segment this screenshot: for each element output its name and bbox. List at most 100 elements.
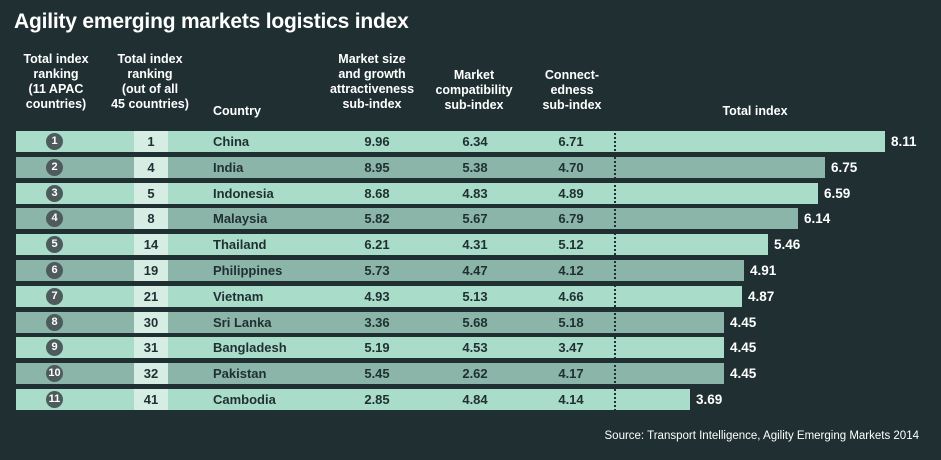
global-rank-box: [134, 337, 168, 358]
country-cell: China: [213, 134, 250, 149]
source-note: Source: Transport Intelligence, Agility …: [604, 430, 920, 442]
header-apac-rank: Total index ranking (11 APAC countries): [23, 52, 89, 111]
country-cell: Bangladesh: [213, 340, 287, 355]
market-compat-cell: 5.68: [462, 315, 488, 330]
connectedness-cell: 3.47: [558, 340, 584, 355]
market-size-cell: 3.36: [364, 315, 390, 330]
total-index-bar: [16, 337, 724, 358]
market-size-cell: 5.19: [364, 340, 390, 355]
global-rank-box: [134, 286, 168, 307]
market-size-cell: 4.93: [364, 289, 390, 304]
connectedness-cell: 4.66: [558, 289, 584, 304]
market-compat-cell: 4.47: [462, 263, 488, 278]
market-size-cell: 5.73: [364, 263, 390, 278]
country-cell: Malaysia: [213, 211, 268, 226]
country-cell: Philippines: [213, 263, 283, 278]
total-index-label: 4.87: [748, 289, 775, 304]
market-compat-cell: 2.62: [462, 366, 488, 381]
header-total-index: Total index: [722, 104, 788, 118]
apac-rank-badge: 2: [46, 159, 63, 176]
market-compat-cell: 4.31: [462, 237, 488, 252]
connectedness-cell: 5.18: [558, 315, 584, 330]
total-index-label: 4.45: [730, 315, 757, 330]
global-rank-cell: 19: [143, 263, 159, 278]
apac-rank-badge: 1: [46, 133, 63, 150]
total-index-bar: [16, 157, 825, 178]
global-rank-box: [134, 363, 168, 384]
market-compat-cell: 4.53: [462, 340, 488, 355]
global-rank-box: [134, 131, 168, 152]
global-rank-box: [134, 234, 168, 255]
country-cell: Indonesia: [213, 186, 274, 201]
total-index-bar: [16, 208, 798, 229]
connectedness-cell: 6.79: [558, 211, 584, 226]
header-country: Country: [213, 104, 261, 118]
global-rank-cell: 32: [143, 366, 159, 381]
market-size-cell: 5.82: [364, 211, 390, 226]
global-rank-box: [134, 312, 168, 333]
market-size-cell: 2.85: [364, 392, 390, 407]
market-size-cell: 5.45: [364, 366, 390, 381]
connectedness-cell: 4.17: [558, 366, 584, 381]
connectedness-cell: 4.12: [558, 263, 584, 278]
global-rank-cell: 21: [143, 289, 159, 304]
apac-rank-badge: 11: [46, 391, 63, 408]
total-index-bar: [16, 312, 724, 333]
global-rank-box: [134, 183, 168, 204]
market-compat-cell: 6.34: [462, 134, 488, 149]
header-market-compat: Market compatibility sub-index: [435, 68, 513, 112]
total-index-bar: [16, 363, 724, 384]
global-rank-cell: 1: [147, 134, 155, 149]
total-index-label: 6.75: [831, 160, 858, 175]
total-index-label: 6.59: [824, 186, 851, 201]
apac-rank-badge: 4: [46, 210, 63, 227]
market-compat-cell: 4.84: [462, 392, 488, 407]
market-compat-cell: 5.13: [462, 289, 488, 304]
total-index-bar: [16, 286, 742, 307]
total-index-label: 4.45: [730, 366, 757, 381]
market-compat-cell: 5.38: [462, 160, 488, 175]
global-rank-cell: 41: [143, 392, 159, 407]
total-index-bar: [16, 183, 818, 204]
connectedness-cell: 6.71: [558, 134, 584, 149]
market-size-cell: 9.96: [364, 134, 390, 149]
global-rank-cell: 5: [147, 186, 155, 201]
total-index-label: 8.11: [891, 134, 917, 149]
total-index-label: 5.46: [774, 237, 801, 252]
total-index-bar: [16, 389, 690, 410]
global-rank-box: [134, 157, 168, 178]
apac-rank-badge: 9: [46, 339, 63, 356]
country-cell: Pakistan: [213, 366, 267, 381]
chart-title: Agility emerging markets logistics index: [14, 10, 409, 33]
total-index-bar: [16, 131, 885, 152]
connectedness-cell: 5.12: [558, 237, 584, 252]
global-rank-cell: 31: [143, 340, 159, 355]
total-index-label: 4.91: [750, 263, 777, 278]
total-index-label: 4.45: [730, 340, 757, 355]
header-global-rank: Total index ranking (out of all 45 count…: [111, 52, 189, 111]
connectedness-cell: 4.14: [558, 392, 584, 407]
dotted-divider: [614, 129, 616, 411]
total-index-label: 6.14: [804, 211, 831, 226]
global-rank-cell: 8: [147, 211, 155, 226]
market-size-cell: 8.95: [364, 160, 390, 175]
apac-rank-badge: 8: [46, 314, 63, 331]
connectedness-cell: 4.70: [558, 160, 584, 175]
apac-rank-badge: 5: [46, 236, 63, 253]
apac-rank-badge: 10: [46, 365, 63, 382]
market-size-cell: 6.21: [364, 237, 390, 252]
global-rank-box: [134, 208, 168, 229]
global-rank-cell: 4: [147, 160, 155, 175]
header-market-size: Market size and growth attractiveness su…: [329, 52, 415, 111]
country-cell: Vietnam: [213, 289, 264, 304]
country-cell: India: [213, 160, 244, 175]
header-connectedness: Connect- edness sub-index: [542, 68, 602, 112]
total-index-label: 3.69: [696, 392, 723, 407]
country-cell: Cambodia: [213, 392, 276, 407]
global-rank-cell: 14: [143, 237, 159, 252]
total-index-bar: [16, 234, 768, 255]
market-compat-cell: 5.67: [462, 211, 488, 226]
market-compat-cell: 4.83: [462, 186, 488, 201]
global-rank-box: [134, 389, 168, 410]
market-size-cell: 8.68: [364, 186, 390, 201]
